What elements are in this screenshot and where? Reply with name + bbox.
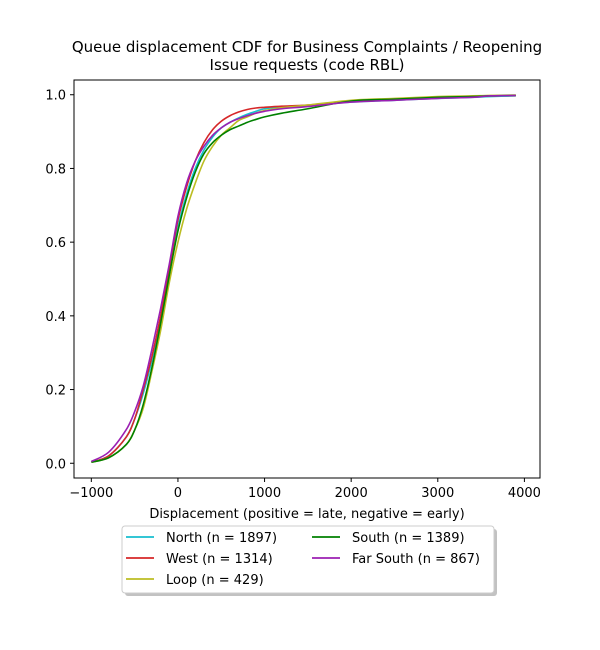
plot-frame [73, 79, 541, 479]
series-line-3 [91, 94, 516, 463]
plot-area: −1000 0 1000 2000 3000 4000 0.0 0.2 0.4 0.6 0.8 1.… [45, 79, 541, 501]
x-tick-label-4: 3000 [421, 486, 454, 501]
y-tick-label-0: 0.0 [45, 457, 66, 472]
x-tick-label-5: 4000 [508, 486, 541, 501]
x-axis: −1000 0 1000 2000 3000 4000 [69, 478, 541, 501]
x-tick-label-0: −1000 [69, 486, 113, 501]
series-group [90, 94, 516, 463]
legend-label-4: Far South (n = 867) [352, 552, 480, 567]
y-tick-label-3: 0.6 [45, 236, 66, 251]
y-tick-label-5: 1.0 [45, 89, 66, 104]
chart-title-line-2: Issue requests (code RBL) [210, 56, 405, 74]
y-tick-label-2: 0.4 [45, 310, 66, 325]
y-tick-label-4: 0.8 [45, 162, 66, 177]
y-axis: 0.0 0.2 0.4 0.6 0.8 1.0 [45, 89, 74, 472]
legend-box [121, 525, 495, 594]
legend-items: North (n = 1897) West (n = 1314) Loop (n =… [126, 531, 480, 588]
legend-label-2: Loop (n = 429) [166, 573, 264, 588]
legend-label-0: North (n = 1897) [166, 531, 277, 546]
legend-label-1: West (n = 1314) [166, 552, 273, 567]
x-tick-label-1: 0 [174, 486, 182, 501]
x-axis-label: Displacement (positive = late, negative … [149, 507, 464, 522]
legend-label-3: South (n = 1389) [352, 531, 465, 546]
x-tick-label-2: 1000 [248, 486, 281, 501]
x-tick-label-3: 2000 [335, 486, 368, 501]
chart-title-line-1: Queue displacement CDF for Business Comp… [72, 38, 542, 56]
series-line-4 [90, 94, 516, 463]
y-tick-label-1: 0.2 [45, 384, 66, 399]
legend: North (n = 1897) West (n = 1314) Loop (n =… [121, 525, 497, 596]
